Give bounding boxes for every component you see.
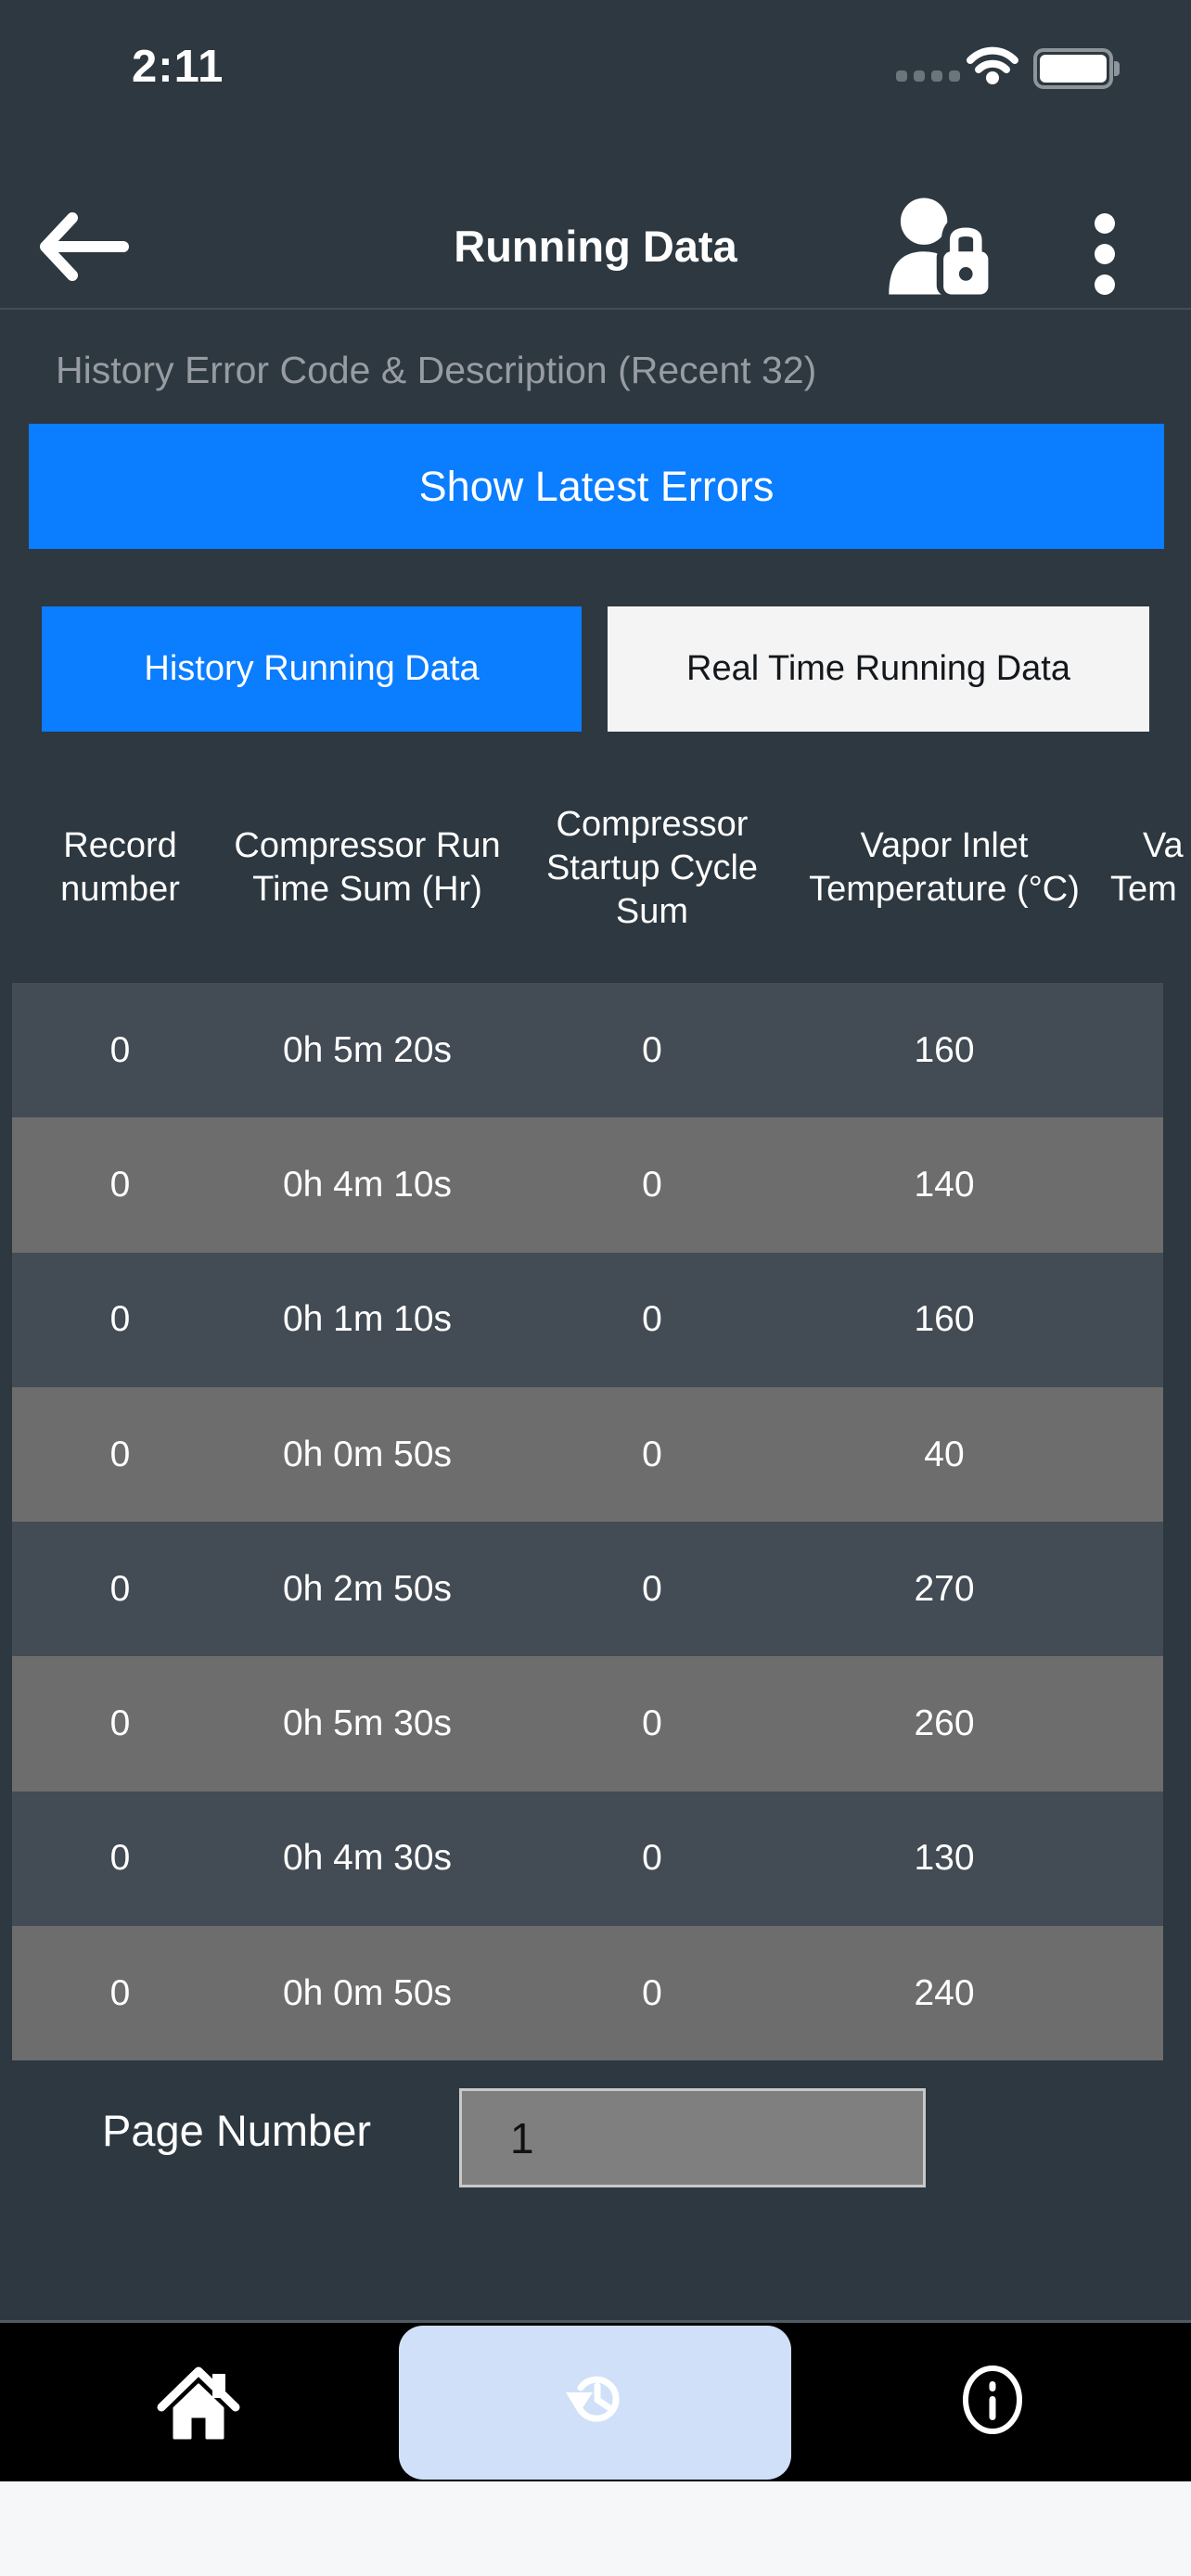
page-title: Running Data [454, 222, 737, 271]
bottom-nav-home[interactable] [0, 2323, 397, 2481]
bottom-divider [0, 2320, 1191, 2323]
column-header: Compressor Startup Cycle Sum [506, 794, 798, 942]
history-error-label: History Error Code & Description (Recent… [56, 349, 817, 391]
tab-realtime-running-data[interactable]: Real Time Running Data [608, 606, 1149, 732]
table-cell: 0h 2m 50s [282, 1568, 453, 1609]
user-lock-icon[interactable] [883, 197, 1000, 297]
table-cell: 240 [914, 1972, 975, 2013]
column-header: Va Tem [1091, 794, 1191, 942]
table-cell: 0 [109, 1164, 131, 1205]
column-header-line: Compressor Run [234, 826, 501, 865]
table-cell: 40 [924, 1434, 965, 1474]
tab-history-running-data[interactable]: History Running Data [42, 606, 582, 732]
column-header-line: number [60, 870, 180, 909]
table-cell: 0 [109, 1434, 131, 1474]
table-row: 0 0h 1m 10s 0 160 [0, 1252, 1191, 1388]
bottom-nav-history[interactable] [397, 2323, 794, 2481]
column-header: Vapor Inlet Temperature (°C) [798, 794, 1091, 942]
table-cell: 160 [914, 1029, 975, 1070]
table-row: 0 0h 4m 10s 0 140 [0, 1117, 1191, 1253]
table-cell: 0 [109, 1299, 131, 1340]
column-header-line: Record [63, 826, 177, 865]
table-cell: 0 [642, 1299, 662, 1340]
table-cell: 0 [109, 1029, 131, 1070]
column-header-line: Sum [615, 891, 689, 931]
table-cell: 0 [109, 1972, 131, 2013]
active-tab-highlight [399, 2326, 791, 2480]
page-number-input[interactable]: 1 [459, 2088, 926, 2187]
column-header-line: Vapor Inlet [860, 826, 1029, 865]
column-header: Record number [12, 794, 228, 942]
table-row: 0 0h 0m 50s 0 40 [0, 1386, 1191, 1523]
cellular-dots-icon [896, 70, 960, 82]
info-icon [959, 2363, 1026, 2442]
table-cell: 0h 0m 50s [282, 1972, 453, 2013]
kebab-menu-icon[interactable] [1091, 210, 1119, 299]
page-number-label: Page Number [102, 2106, 371, 2155]
table-row: 0 0h 4m 30s 0 130 [0, 1791, 1191, 1927]
status-time: 2:11 [132, 42, 224, 92]
table-row: 0 0h 0m 50s 0 240 [0, 1926, 1191, 2061]
column-header-line: Time Sum (Hr) [252, 870, 482, 909]
show-latest-errors-button[interactable]: Show Latest Errors [29, 424, 1164, 549]
table-cell: 0 [642, 1434, 662, 1474]
column-header-line: Tem [1110, 870, 1177, 909]
table-cell: 130 [914, 1838, 975, 1879]
table-cell: 0 [642, 1568, 662, 1609]
table-cell: 0 [109, 1703, 131, 1744]
column-header-line: Startup Cycle [545, 848, 759, 887]
table-cell: 0 [109, 1838, 131, 1879]
table-cell: 0 [109, 1568, 131, 1609]
back-button[interactable] [33, 211, 135, 286]
column-header-line: Temperature (°C) [809, 870, 1080, 909]
table-cell: 0 [642, 1164, 662, 1205]
table-cell: 0h 5m 30s [282, 1703, 453, 1744]
bottom-tab-bar [0, 2323, 1191, 2481]
table-cell: 0h 5m 20s [282, 1029, 453, 1070]
column-header: Compressor Run Time Sum (Hr) [228, 794, 506, 942]
table-cell: 0h 0m 50s [282, 1434, 453, 1474]
table-cell: 0 [642, 1029, 662, 1070]
table-body: 0 0h 5m 20s 0 160 0 0h 4m 10s 0 140 0 0h 1m 10s 0 1… [0, 983, 1191, 2061]
table-cell: 0 [642, 1838, 662, 1879]
nav-divider [0, 308, 1191, 310]
wifi-icon [967, 46, 1018, 90]
table-cell: 0h 4m 10s [282, 1164, 453, 1205]
table-row: 0 0h 2m 50s 0 270 [0, 1522, 1191, 1657]
table-row: 0 0h 5m 20s 0 160 [0, 983, 1191, 1118]
column-header-line: Compressor [556, 804, 749, 844]
table-cell: 0 [642, 1703, 662, 1744]
home-icon [154, 2359, 243, 2445]
home-indicator-area [0, 2481, 1191, 2576]
table-cell: 160 [914, 1299, 975, 1340]
bottom-nav-info[interactable] [794, 2323, 1191, 2481]
battery-icon [1033, 48, 1120, 89]
history-icon [557, 2364, 634, 2441]
table-cell: 260 [914, 1703, 975, 1744]
table-cell: 270 [914, 1568, 975, 1609]
table-row: 0 0h 5m 30s 0 260 [0, 1656, 1191, 1792]
table-cell: 0 [642, 1972, 662, 2013]
column-header-line: Va [1143, 826, 1184, 865]
table-cell: 0h 4m 30s [282, 1838, 453, 1879]
table-cell: 0h 1m 10s [282, 1299, 453, 1340]
table-header-row: Record number Compressor Run Time Sum (Hr) C… [0, 794, 1191, 942]
table-cell: 140 [914, 1164, 975, 1205]
